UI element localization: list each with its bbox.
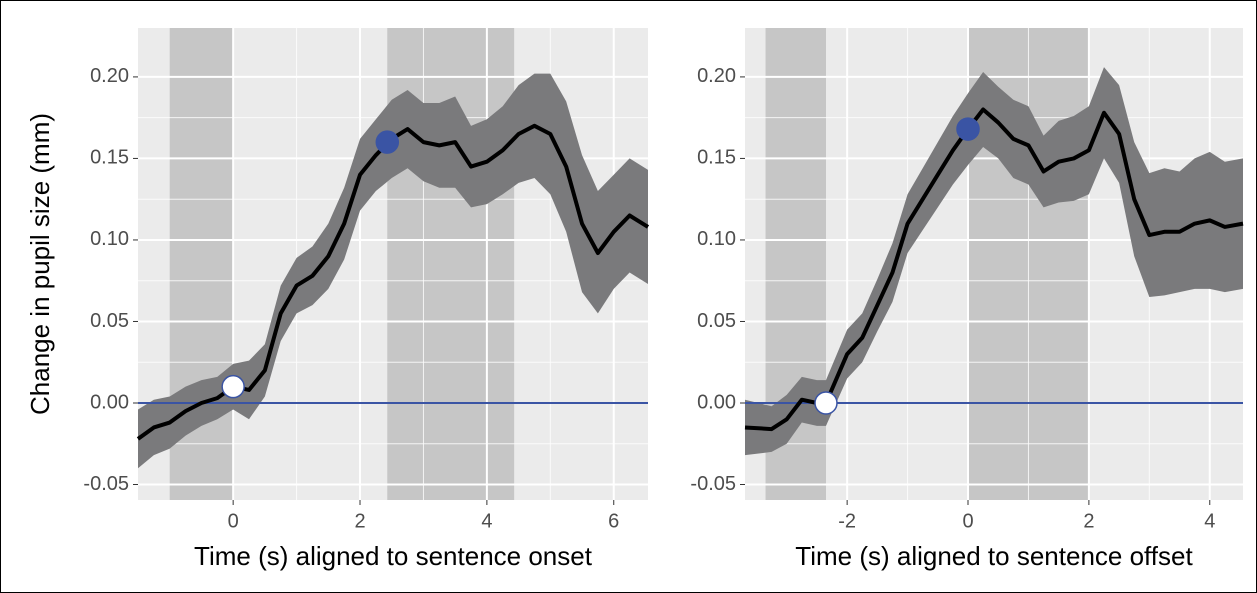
x-axis-title: Time (s) aligned to sentence onset (194, 541, 593, 571)
y-tick-label: 0.10 (697, 228, 736, 250)
y-tick-label: 0.10 (90, 228, 129, 250)
marker-point (956, 117, 980, 141)
marker-point (221, 374, 245, 399)
y-tick-label: 0.00 (90, 391, 129, 413)
x-tick-label: 4 (1204, 510, 1215, 532)
y-tick-label: 0.15 (90, 147, 129, 169)
y-tick-label: 0.15 (697, 147, 736, 169)
y-tick-label: 0.00 (697, 391, 736, 413)
y-tick-label: 0.20 (90, 65, 129, 87)
mean-line (744, 107, 1244, 432)
y-tick-label: -0.05 (690, 473, 736, 495)
x-tick-label: 2 (1083, 510, 1094, 532)
x-tick-label: 0 (228, 510, 239, 532)
y-tick-label: -0.05 (83, 473, 129, 495)
marker-point (814, 391, 838, 415)
x-axis-title: Time (s) aligned to sentence offset (795, 541, 1193, 571)
y-tick-label: 0.05 (90, 310, 129, 332)
confidence-band (745, 67, 1243, 456)
x-tick-label: -2 (838, 510, 856, 532)
marker-point (375, 130, 400, 154)
y-tick-label: 0.05 (697, 310, 736, 332)
x-tick-label: 2 (354, 510, 365, 532)
x-tick-label: 6 (608, 510, 619, 532)
y-axis-title: Change in pupil size (mm) (25, 113, 55, 415)
x-tick-label: 4 (481, 510, 492, 532)
y-tick-label: 0.20 (697, 65, 736, 87)
x-tick-label: 0 (962, 510, 973, 532)
